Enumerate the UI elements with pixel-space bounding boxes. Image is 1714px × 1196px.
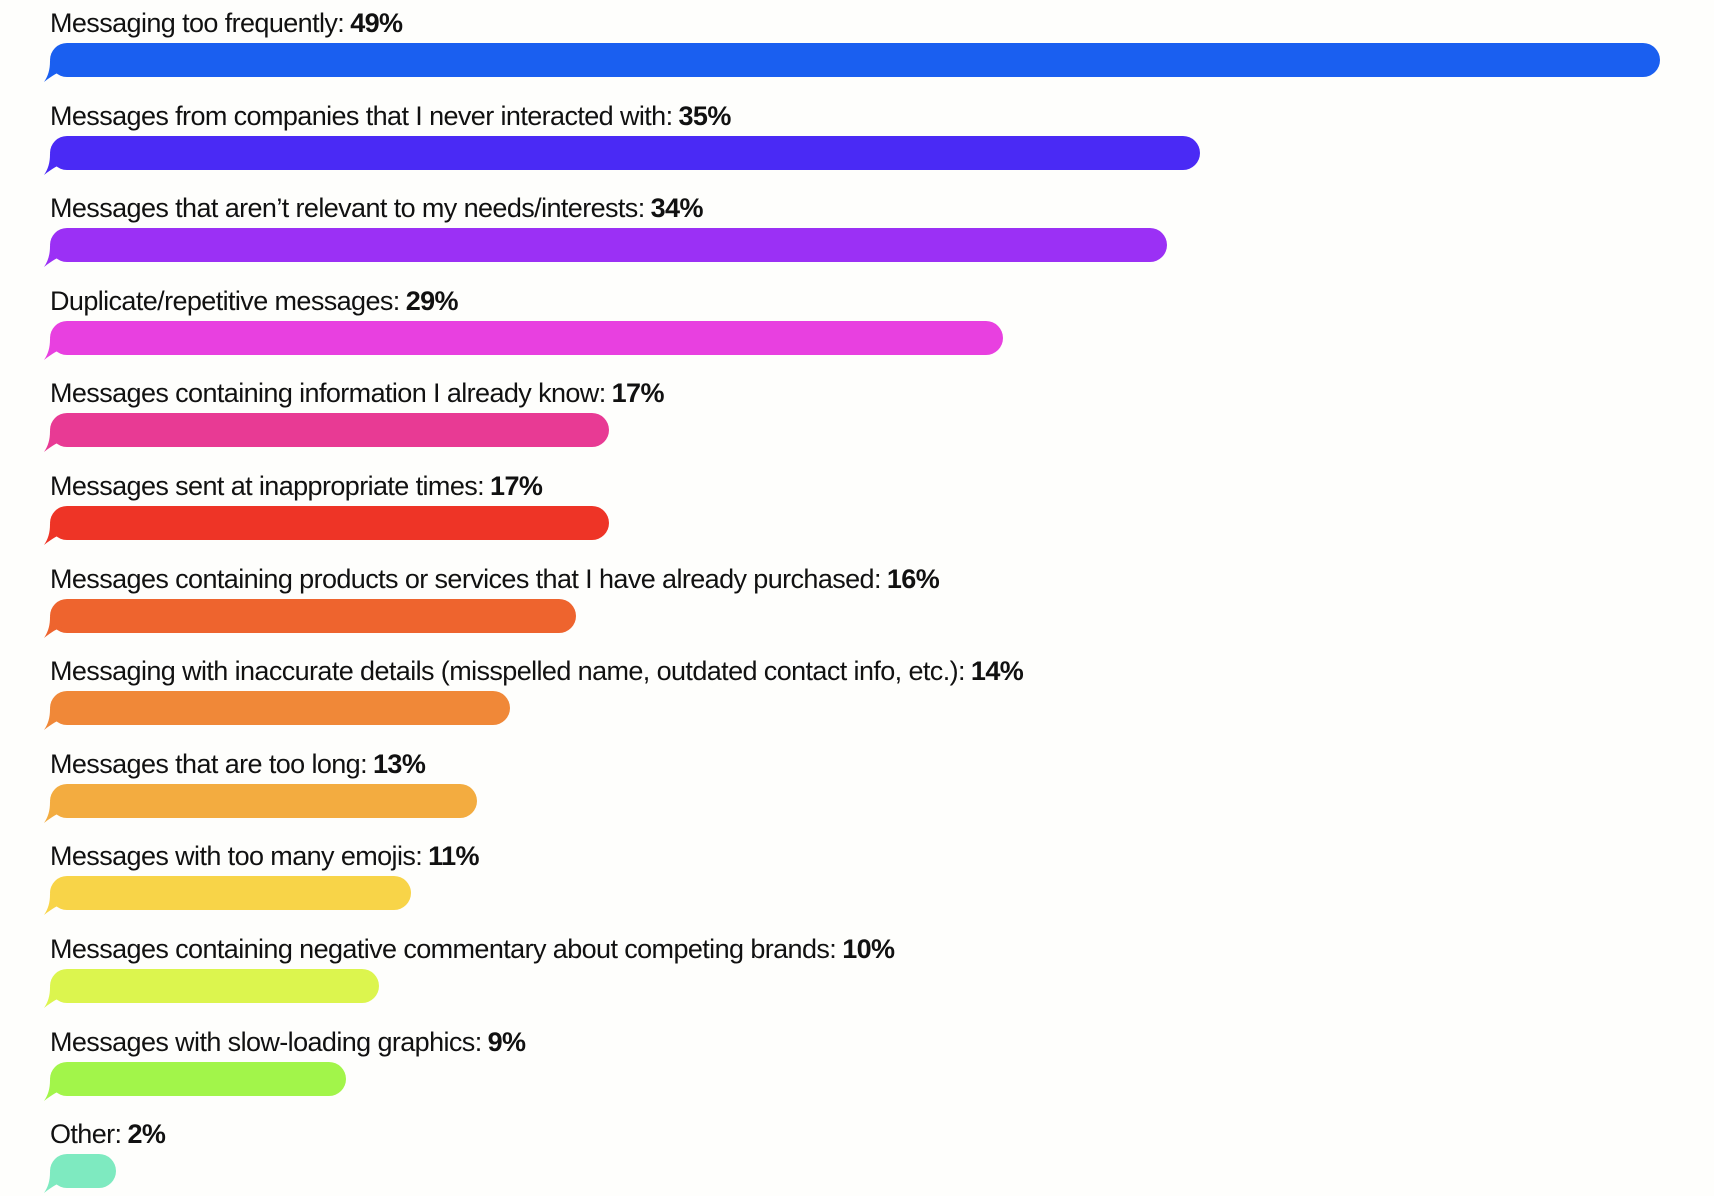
category-label: Messaging too frequently: [50, 8, 345, 38]
bar [50, 598, 576, 633]
value-label: 29% [405, 285, 459, 316]
bar [50, 413, 609, 448]
bar [50, 969, 379, 1003]
bar [50, 228, 1168, 263]
value-label: 49% [350, 8, 403, 38]
category-label: Messages from companies that I never int… [50, 100, 673, 131]
bubble-tail [44, 709, 66, 731]
bubble-tail [44, 524, 66, 545]
value-label: 11% [428, 841, 479, 872]
bar-label: Messages containing information I alread… [50, 380, 664, 407]
bar [50, 1061, 346, 1096]
value-label: 2% [127, 1119, 166, 1150]
category-label: Messages containing negative commentary … [50, 934, 837, 964]
bar-label: Messages from companies that I never int… [50, 100, 732, 131]
bubble-tail [44, 1079, 66, 1101]
category-label: Messages with slow-loading graphics: [50, 1026, 482, 1057]
bar [50, 783, 478, 818]
bar-label: Messages sent at inappropriate times: 17% [50, 471, 543, 501]
bar-label: Messages containing products or services… [50, 563, 940, 594]
category-label: Other: [50, 1119, 122, 1150]
bar-label: Other: 2% [50, 1119, 166, 1150]
bar-label: Messages containing negative commentary … [50, 934, 895, 964]
bubble-tail [44, 338, 66, 360]
bubble-tail [44, 987, 66, 1008]
bubble-tail [44, 246, 66, 268]
bubble-tail [44, 431, 66, 453]
category-label: Messages that are too long: [50, 748, 368, 779]
value-label: 17% [490, 471, 543, 501]
category-label: Messages that aren’t relevant to my need… [50, 193, 645, 224]
value-label: 16% [886, 563, 940, 594]
bubble-tail [44, 61, 66, 82]
value-label: 14% [970, 656, 1024, 687]
category-label: Messaging with inaccurate details (missp… [50, 656, 966, 687]
bar [50, 691, 510, 726]
bubble-tail [44, 153, 66, 175]
bar [50, 43, 1660, 77]
bar-label: Messages that are too long: 13% [50, 748, 426, 779]
bar-label: Messages that aren’t relevant to my need… [50, 195, 703, 222]
category-label: Messages containing products or services… [50, 563, 881, 594]
category-label: Messages with too many emojis: [50, 841, 423, 872]
value-label: 35% [678, 100, 732, 131]
bar-label: Messages with slow-loading graphics: 9% [50, 1026, 526, 1057]
bubble-tail [44, 1172, 66, 1194]
value-label: 34% [650, 193, 704, 224]
category-label: Messages containing information I alread… [50, 378, 606, 409]
bar-label: Messages with too many emojis: 11% [50, 841, 480, 872]
value-label: 17% [611, 378, 665, 409]
value-label: 10% [842, 934, 895, 964]
category-label: Duplicate/repetitive messages: [50, 285, 400, 316]
bar-label: Duplicate/repetitive messages: 29% [50, 285, 459, 316]
bubble-tail [44, 616, 66, 638]
bar-label: Messaging with inaccurate details (missp… [50, 656, 1024, 687]
bubble-tail [44, 801, 66, 823]
bar [50, 876, 412, 911]
bar [50, 135, 1200, 170]
bar [50, 506, 609, 540]
bar-label: Messaging too frequently: 49% [50, 8, 403, 38]
bubble-tail [44, 894, 66, 916]
value-label: 9% [487, 1026, 526, 1057]
bar [50, 320, 1003, 355]
value-label: 13% [373, 748, 426, 779]
category-label: Messages sent at inappropriate times: [50, 471, 485, 501]
